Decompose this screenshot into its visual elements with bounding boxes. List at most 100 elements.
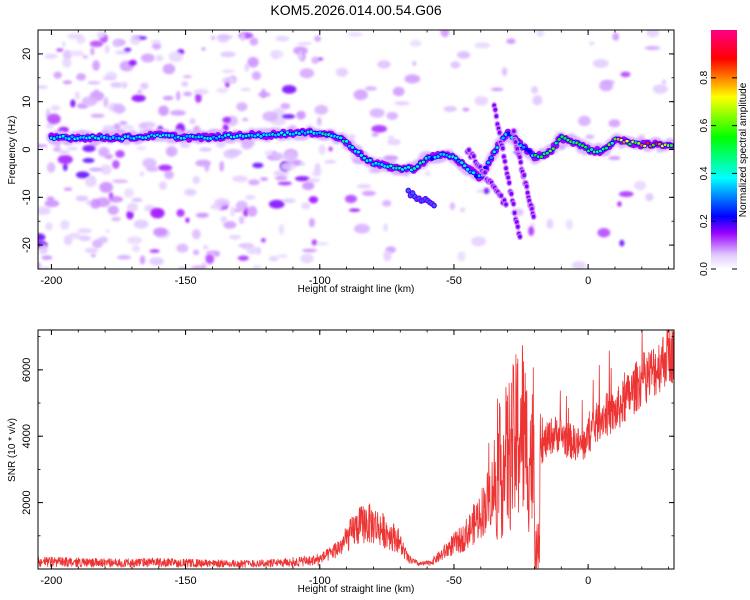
noise-blob [450,61,461,69]
noise-blob [108,192,114,199]
noise-blob [232,175,249,183]
noise-blob [213,251,220,257]
ridge-peak [297,132,302,135]
ridge-core [527,149,533,154]
noise-blob [137,89,143,95]
noise-blob [246,246,260,255]
noise-blob [70,50,85,57]
ridge-peak [282,133,287,137]
noise-blob [142,157,157,169]
noise-blob [112,179,129,184]
noise-blob [317,57,324,61]
noise-blob [652,84,668,94]
spectrogram-y-axis-label: Frequency (Hz) [7,116,18,185]
noise-blob [608,156,621,161]
noise-blob [128,59,137,66]
noise-blob [146,166,159,172]
noise-blob [164,170,174,180]
noise-blob [440,30,450,38]
streak-core [513,140,518,145]
x-tick-label: 0 [585,575,591,587]
noise-blob [123,188,135,198]
noise-blob [409,39,422,47]
noise-blob [60,219,70,230]
ridge-peak [421,160,426,164]
noise-blob [474,42,491,49]
ridge-peak [389,164,393,168]
noise-blob [324,159,337,164]
ridge-peak [628,142,632,146]
noise-blob [115,150,125,158]
snr-x-axis-label: Height of straight line (km) [298,584,415,595]
noise-blob [176,209,185,217]
noise-blob [126,202,138,213]
noise-blob [617,201,622,207]
noise-blob [189,118,196,125]
noise-blob [618,191,634,197]
noise-blob [528,226,535,236]
noise-blob [236,102,248,112]
noise-blob [260,238,266,243]
ridge-peak [557,138,561,141]
noise-blob [247,205,258,217]
streak-core [511,201,516,206]
noise-blob [662,79,667,85]
noise-blob [386,111,398,120]
ridge-peak [279,131,284,135]
noise-blob [501,67,508,77]
noise-blob [183,91,193,97]
snr-series-line [38,330,674,569]
ridge-peak [454,156,458,160]
noise-blob [244,195,256,200]
noise-blob [361,190,376,197]
streak-core [506,175,510,180]
ridge-peak [637,142,641,145]
noise-blob [274,175,288,181]
noise-blob [62,80,73,85]
streak-core [494,114,499,119]
noise-blob [383,155,399,162]
chart-title: KOM5.2026.014.00.54.G06 [270,2,441,18]
noise-blob [252,265,262,269]
x-tick-label: -200 [40,575,62,587]
noise-blob [252,162,264,169]
snr-y-axis-label: SNR (10 * v/v) [7,418,18,482]
noise-blob [131,197,143,203]
noise-blob [150,207,165,219]
noise-blob [394,101,410,106]
noise-blob [38,206,51,215]
noise-blob [383,223,388,232]
noise-blob [66,146,78,151]
streak-core [503,159,507,164]
noise-blob [158,181,168,190]
ridge-peak [436,155,440,158]
noise-blob [136,146,147,151]
x-tick-label: -150 [175,275,197,287]
ridge-peak [412,167,417,170]
spectrogram-ridge [46,102,674,241]
ridge-peak [70,135,74,139]
noise-blob [483,187,490,195]
noise-blob [102,76,117,81]
noise-blob [192,176,200,185]
noise-blob [588,41,595,46]
spectrogram-x-ticks: -200 -150 -100 -50 0 [40,30,670,287]
noise-blob [178,266,187,269]
noise-blob [301,202,311,210]
noise-blob [107,205,119,215]
noise-blob [38,233,46,242]
noise-blob [195,212,209,218]
noise-blob [184,188,197,196]
noise-blob [404,74,421,84]
noise-blob [111,216,121,222]
noise-blob [38,244,49,255]
noise-blob [162,63,176,75]
noise-blob [96,31,106,39]
noise-blob [353,89,368,101]
noise-blob [532,95,543,106]
noise-blob [506,38,516,45]
noise-blob [158,105,169,117]
noise-blob [44,199,60,208]
noise-blob [82,157,95,164]
noise-blob [90,253,96,258]
